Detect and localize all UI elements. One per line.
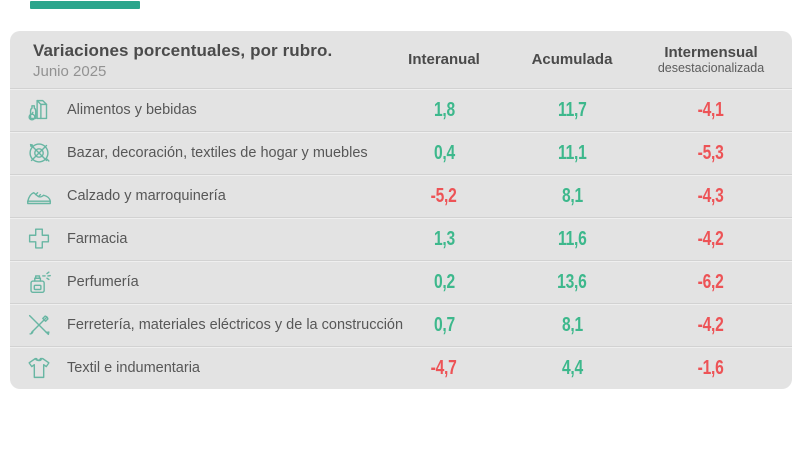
shoe-icon — [24, 181, 54, 211]
value-interanual: 0,7 — [433, 313, 455, 336]
value-interanual: 0,4 — [433, 141, 455, 164]
value-interanual: -4,7 — [431, 356, 457, 379]
row-label-cell: Perfumería — [22, 267, 380, 297]
value-intermensual: -4,1 — [698, 98, 724, 121]
value-acumulada: 11,1 — [557, 141, 587, 164]
value-intermensual: -6,2 — [698, 270, 724, 293]
groceries-icon — [24, 95, 54, 125]
table-row-ferreteria: Ferretería, materiales eléctricos y de l… — [10, 303, 792, 346]
row-label: Farmacia — [67, 231, 128, 247]
table-row-farmacia: Farmacia 1,3 11,6 -4,2 — [10, 217, 792, 260]
homeware-icon — [24, 138, 54, 168]
tools-icon — [24, 310, 54, 340]
value-intermensual: -4,2 — [698, 227, 724, 250]
value-acumulada: 11,7 — [557, 98, 587, 121]
value-acumulada: 8,1 — [561, 313, 583, 336]
row-label-cell: Alimentos y bebidas — [22, 95, 380, 125]
title-block: Variaciones porcentuales, por rubro. Jun… — [22, 41, 380, 80]
table-row-calzado: Calzado y marroquinería -5,2 8,1 -4,3 — [10, 174, 792, 217]
row-label: Bazar, decoración, textiles de hogar y m… — [67, 145, 368, 161]
value-acumulada: 4,4 — [561, 356, 583, 379]
value-acumulada: 8,1 — [561, 184, 583, 207]
column-header-acumulada: Acumulada — [531, 51, 613, 69]
page-title: Variaciones porcentuales, por rubro. — [33, 41, 333, 60]
value-interanual: -5,2 — [431, 184, 457, 207]
column-header-intermensual-sub: desestacionalizada — [657, 60, 765, 75]
row-label-cell: Bazar, decoración, textiles de hogar y m… — [22, 138, 380, 168]
period-subtitle: Junio 2025 — [33, 63, 107, 80]
column-header-intermensual: Intermensual desestacionalizada — [636, 45, 786, 75]
value-intermensual: -4,2 — [698, 313, 724, 336]
row-label-cell: Textil e indumentaria — [22, 353, 380, 383]
column-header-intermensual-main: Intermensual — [664, 44, 758, 62]
tshirt-icon — [24, 353, 54, 383]
table-header: Variaciones porcentuales, por rubro. Jun… — [10, 31, 792, 88]
value-acumulada: 13,6 — [557, 270, 587, 293]
row-label: Textil e indumentaria — [67, 360, 200, 376]
row-label-cell: Ferretería, materiales eléctricos y de l… — [22, 310, 403, 340]
value-intermensual: -1,6 — [698, 356, 724, 379]
table-row-textil: Textil e indumentaria -4,7 4,4 -1,6 — [10, 346, 792, 389]
row-label: Alimentos y bebidas — [67, 102, 197, 118]
table-row-alimentos: Alimentos y bebidas 1,8 11,7 -4,1 — [10, 88, 792, 131]
row-label: Calzado y marroquinería — [67, 188, 226, 204]
table-row-perfumeria: Perfumería 0,2 13,6 -6,2 — [10, 260, 792, 303]
value-intermensual: -4,3 — [698, 184, 724, 207]
row-label: Perfumería — [67, 274, 139, 290]
value-acumulada: 11,6 — [557, 227, 587, 250]
value-interanual: 0,2 — [433, 270, 455, 293]
pharmacy-cross-icon — [24, 224, 54, 254]
top-edge-graphic — [30, 1, 140, 9]
column-header-interanual: Interanual — [408, 51, 480, 69]
row-label: Ferretería, materiales eléctricos y de l… — [67, 317, 404, 333]
value-interanual: 1,8 — [433, 98, 455, 121]
table-row-bazar: Bazar, decoración, textiles de hogar y m… — [10, 131, 792, 174]
value-interanual: 1,3 — [433, 227, 455, 250]
value-intermensual: -5,3 — [698, 141, 724, 164]
variations-table-panel: Variaciones porcentuales, por rubro. Jun… — [10, 31, 792, 389]
row-label-cell: Farmacia — [22, 224, 380, 254]
row-label-cell: Calzado y marroquinería — [22, 181, 380, 211]
perfume-icon — [24, 267, 54, 297]
